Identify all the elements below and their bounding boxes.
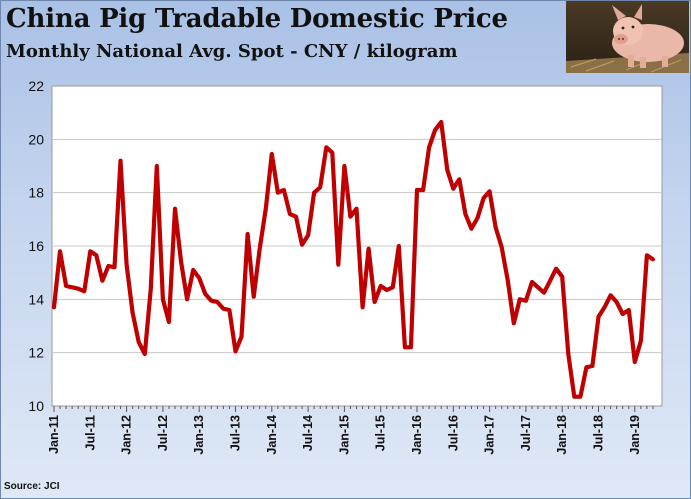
y-tick-label: 18 (28, 185, 44, 201)
x-tick-label: Jan-16 (410, 415, 424, 455)
x-tick-label: Jul-17 (519, 415, 533, 451)
x-tick-label: Jul-18 (592, 415, 606, 451)
source-note: Source: JCI (4, 481, 60, 492)
y-tick-label: 14 (28, 291, 44, 307)
y-tick-label: 22 (28, 78, 44, 94)
x-tick-label: Jan-14 (265, 415, 279, 455)
x-tick-label: Jul-14 (301, 415, 315, 451)
x-tick-label: Jan-13 (192, 415, 206, 455)
pig-photo-icon (566, 1, 689, 73)
x-tick-label: Jan-19 (628, 415, 642, 455)
x-tick-label: Jan-11 (47, 415, 61, 454)
chart-title: China Pig Tradable Domestic Price (6, 4, 508, 34)
price-series-line (51, 119, 656, 399)
x-tick-label: Jul-15 (374, 415, 388, 451)
y-tick-label: 10 (28, 398, 44, 414)
x-tick-label: Jan-17 (483, 415, 497, 455)
y-tick-label: 12 (28, 345, 44, 361)
x-tick-label: Jul-13 (229, 415, 243, 451)
x-tick-label: Jan-18 (555, 415, 569, 455)
x-tick-label: Jan-12 (120, 415, 134, 455)
x-tick-label: Jul-11 (83, 415, 97, 450)
x-tick-label: Jul-16 (446, 415, 460, 451)
y-tick-label: 16 (28, 238, 44, 254)
y-tick-label: 20 (28, 131, 44, 147)
x-tick-label: Jan-15 (337, 415, 351, 455)
x-tick-label: Jul-12 (156, 415, 170, 451)
chart-subtitle: Monthly National Avg. Spot - CNY / kilog… (6, 41, 458, 62)
